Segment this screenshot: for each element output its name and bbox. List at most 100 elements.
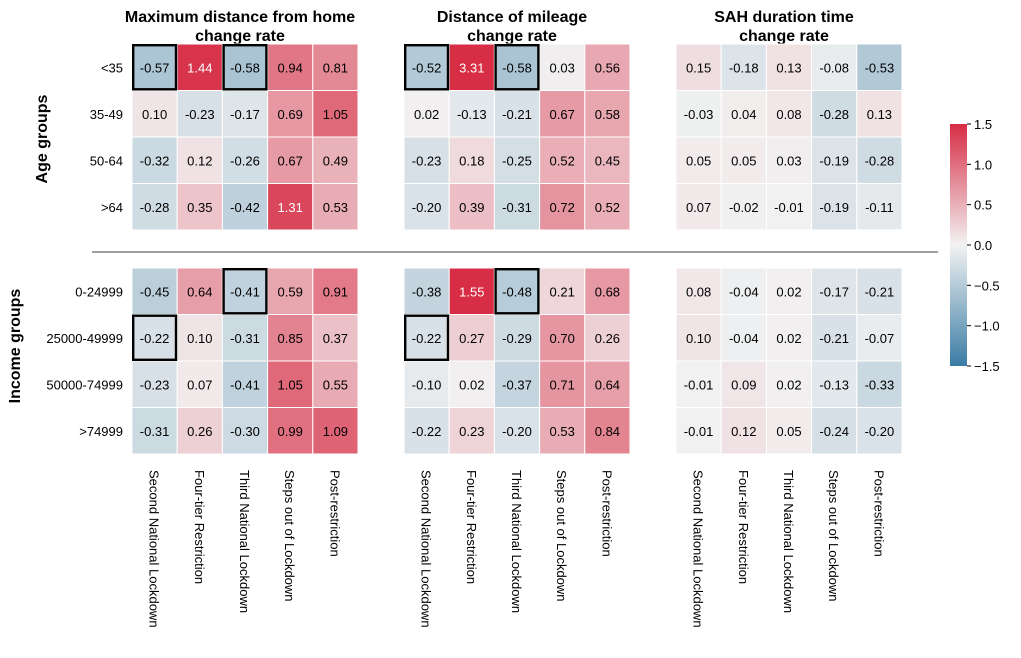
colorbar-tick-label-0: 1.5 [974,117,992,132]
cell-g0-p2-r2-c1-rect [720,136,767,184]
cell-g0-p0-r3-c2-rect [221,183,269,231]
column-label-p2-c0: Second National Lockdown [691,470,706,628]
highlight-box-g0-p0-r0-c0 [131,44,178,91]
cell-g1-p1-r0-c0-label: -0.38 [412,284,442,299]
cell-g1-p0-r3-c4-label: 1.09 [323,424,348,439]
cell-g0-p1-r1-c3-label: 0.67 [550,107,575,122]
highlight-box-g1-p1-r1-c0 [404,314,450,362]
cell-g0-p0-r0-c4-label: 0.81 [323,60,348,75]
row-label-g0-r0: <35 [101,60,123,75]
cell-g0-p2-r2-c4-label: -0.28 [865,153,895,168]
cell-g1-p1-r3-c4-rect [584,407,631,455]
cell-g0-p1-r3-c4-rect [584,183,631,231]
cell-g0-p2-r2-c0-rect [675,136,722,184]
cell-g1-p1-r0-c4-label: 0.68 [595,284,620,299]
cell-g1-p1-r3-c0-rect [403,407,450,455]
cell-g0-p1-r2-c1-label: 0.18 [459,153,484,168]
cell-g0-p1-r3-c1-label: 0.39 [459,200,484,215]
cell-g1-p2-r3-c4-label: -0.20 [865,424,895,439]
row-label-g1-r1: 25000-49999 [46,331,123,346]
cell-g1-p0-r1-c2-label: -0.31 [230,331,260,346]
highlight-box-g0-p0-r0-c2 [222,44,268,91]
cell-g0-p0-r2-c0-label: -0.32 [140,153,170,168]
highlight-box-g0-p1-r0-c0 [404,44,450,91]
cell-g1-p0-r3-c2-rect [221,407,269,455]
cell-g1-p2-r0-c4-label: -0.21 [865,284,895,299]
column-label-p1-c0: Second National Lockdown [419,470,434,628]
cell-g0-p0-r1-c4-label: 1.05 [323,107,348,122]
column-label-p1-c2: Third National Lockdown [509,470,524,613]
highlight-box-g1-p0-r0-c2 [222,268,268,315]
cell-g1-p2-r2-c1-rect [720,360,767,408]
cell-g0-p2-r3-c3-label: -0.19 [819,200,849,215]
cell-g0-p1-r3-c0-rect [403,183,450,231]
cell-g1-p0-r0-c1-rect [176,267,223,315]
colorbar-tick-label-2: 0.5 [974,198,992,213]
cell-g1-p1-r1-c1-label: 0.27 [459,331,484,346]
cell-g1-p2-r3-c1-rect [720,407,767,455]
cell-g1-p0-r2-c3-rect [267,360,314,408]
cell-g1-p1-r1-c2-label: -0.29 [502,331,532,346]
column-label-p0-c3: Steps out of Lockdown [282,470,297,602]
highlight-box-g1-p0-r1-c0 [131,314,178,362]
cell-g0-p0-r1-c3-label: 0.69 [278,107,303,122]
cell-g1-p0-r3-c4-rect [312,407,359,455]
cell-g0-p2-r3-c2-label: -0.01 [774,200,804,215]
cell-g0-p0-r2-c3-label: 0.67 [278,153,303,168]
cell-g0-p0-r2-c1-label: 0.12 [187,153,212,168]
cell-g0-p0-r0-c1-label: 1.44 [187,60,212,75]
cell-g1-p1-r1-c0-label: -0.22 [412,331,442,346]
cell-g1-p0-r0-c3-label: 0.59 [278,284,303,299]
cell-g1-p2-r3-c4-rect [856,407,903,455]
cell-g0-p1-r3-c0-label: -0.20 [412,200,442,215]
cell-g1-p0-r1-c1-label: 0.10 [187,331,212,346]
cell-g1-p0-r0-c0-label: -0.45 [140,284,170,299]
colorbar-tick-label-1: 1.0 [974,157,992,172]
cell-g0-p1-r0-c3-label: 0.03 [550,60,575,75]
cell-g1-p2-r0-c3-label: -0.17 [819,284,849,299]
cell-g1-p2-r0-c2-rect [765,267,813,315]
cell-g1-p0-r1-c3-rect [267,314,314,362]
cell-g0-p2-r1-c2-rect [765,90,813,138]
cell-g0-p0-r2-c2-rect [221,136,269,184]
cell-g1-p2-r2-c2-label: 0.02 [776,377,801,392]
panel-titles: Maximum distance from home change rate D… [125,9,854,45]
row-label-g1-r3: >74999 [79,424,123,439]
cell-g0-p2-r0-c2-label: 0.13 [776,60,801,75]
colorbar-tick-label-5: −1.0 [974,319,1000,334]
cell-g0-p2-r3-c0-label: 0.07 [686,200,711,215]
cell-g1-p1-r1-c3-label: 0.70 [550,331,575,346]
cell-g0-p1-r2-c0-label: -0.23 [412,153,442,168]
cell-g1-p1-r2-c4-rect [584,360,631,408]
cell-g1-p2-r0-c0-label: 0.08 [686,284,711,299]
column-label-p1-c4: Post-restriction [599,470,614,557]
cell-g1-p0-r1-c0-rect [131,314,178,362]
row-label-g1-r2: 50000-74999 [46,377,123,392]
cell-g0-p0-r2-c0-rect [131,136,178,184]
cell-g0-p1-r2-c3-rect [539,136,586,184]
cell-g0-p0-r2-c2-label: -0.26 [230,153,260,168]
cell-g0-p0-r2-c4-label: 0.49 [323,153,348,168]
cell-g0-p1-r0-c2-label: -0.58 [502,60,532,75]
cell-g1-p0-r3-c2-label: -0.30 [230,424,260,439]
cell-g1-p1-r0-c2-rect [493,267,541,315]
cell-g1-p1-r0-c3-label: 0.21 [550,284,575,299]
highlight-box-g1-p1-r0-c2 [494,268,540,315]
cell-g1-p0-r2-c2-rect [221,360,269,408]
cell-g1-p0-r2-c4-label: 0.55 [323,377,348,392]
cell-g0-p1-r1-c4-rect [584,90,631,138]
cell-g0-p1-r3-c2-label: -0.31 [502,200,532,215]
cell-g1-p2-r2-c1-label: 0.09 [731,377,756,392]
cell-g1-p1-r1-c4-label: 0.26 [595,331,620,346]
row-label-g0-r3: >64 [101,200,123,215]
cell-g0-p2-r3-c0-rect [675,183,722,231]
cell-g1-p2-r2-c3-label: -0.13 [819,377,849,392]
cell-g0-p1-r3-c4-label: 0.52 [595,200,620,215]
cell-g0-p1-r1-c2-rect [493,90,541,138]
cell-g1-p2-r3-c1-label: 0.12 [731,424,756,439]
cell-g1-p0-r2-c4-rect [312,360,359,408]
cell-g0-p1-r0-c4-label: 0.56 [595,60,620,75]
cell-g0-p0-r0-c1-rect [176,43,223,91]
row-label-g0-r2: 50-64 [90,153,123,168]
cell-g0-p1-r1-c0-label: 0.02 [414,107,439,122]
